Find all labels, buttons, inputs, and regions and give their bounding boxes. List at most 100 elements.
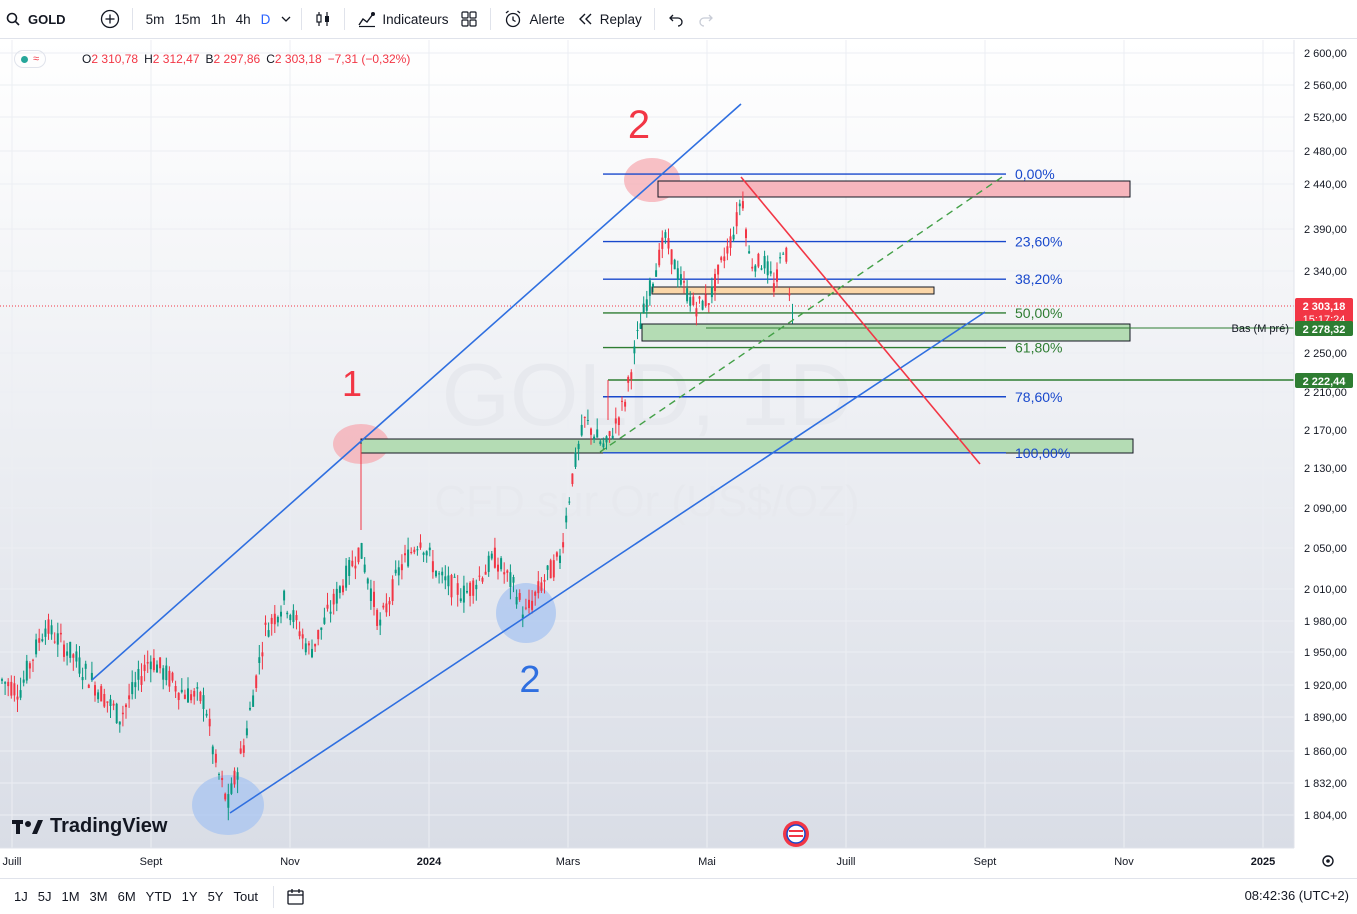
range-ytd[interactable]: YTD	[145, 889, 172, 904]
price-tick-label: 2 250,00	[1304, 348, 1347, 360]
range-1y[interactable]: 1Y	[181, 889, 198, 904]
candle-body	[317, 629, 320, 640]
price-tick-label: 2 340,00	[1304, 266, 1347, 278]
candle-body	[515, 596, 518, 605]
candle-body	[348, 560, 351, 576]
price-tick-label: 2 480,00	[1304, 146, 1347, 158]
clock[interactable]: 08:42:36 (UTC+2)	[1244, 888, 1349, 903]
wave-label-top: 2	[628, 103, 650, 147]
candle-body	[596, 429, 599, 438]
candle-body	[81, 676, 84, 681]
candle-body	[735, 212, 738, 227]
candle-body	[143, 664, 146, 672]
chevron-down-icon[interactable]	[279, 12, 293, 26]
compare-symbol-button[interactable]	[72, 0, 126, 38]
candle-body	[413, 549, 416, 553]
redo-button[interactable]	[691, 0, 721, 38]
candle-body	[249, 707, 251, 710]
candle-body	[137, 669, 140, 680]
price-chart[interactable]: GOLD, 1D CFD sur Or (US$/OZ) 0,00% 23,60%…	[0, 40, 1357, 874]
orange-zone[interactable]	[651, 286, 935, 295]
timeframe-1h[interactable]: 1h	[210, 11, 226, 27]
undo-icon	[668, 14, 683, 27]
candle-body	[174, 685, 177, 692]
candle-body	[97, 692, 100, 700]
candle-body	[208, 718, 211, 727]
gear-icon[interactable]	[1322, 855, 1334, 867]
legend-toggle[interactable]: ≈	[14, 50, 47, 68]
supply-zone[interactable]	[657, 180, 1131, 198]
candle-body	[540, 582, 543, 591]
candle-body	[416, 549, 419, 551]
time-tick-label: Mai	[698, 856, 716, 868]
candle-body	[642, 303, 645, 313]
candle-body	[100, 686, 103, 702]
candle-body	[707, 303, 710, 305]
timeframe-d[interactable]: D	[260, 11, 271, 27]
candle-body	[35, 639, 38, 655]
candle-body	[633, 346, 636, 354]
candle-body	[84, 663, 87, 669]
time-tick-label: Juill	[837, 856, 856, 868]
candle-body	[568, 501, 571, 503]
candle-body	[506, 570, 509, 573]
candle-body	[47, 619, 50, 634]
candle-body	[608, 431, 611, 436]
candle-body	[25, 660, 28, 681]
candle-body	[435, 570, 437, 577]
range-5y[interactable]: 5Y	[207, 889, 224, 904]
divider	[131, 8, 133, 30]
watermark-subtitle: CFD sur Or (US$/OZ)	[434, 477, 859, 526]
layouts-button[interactable]	[454, 0, 484, 38]
channel-upper-line[interactable]	[91, 103, 742, 681]
candle-body	[276, 617, 279, 623]
range-3m[interactable]: 3M	[89, 889, 108, 904]
candle-body	[211, 746, 214, 755]
time-tick-label: Mars	[556, 856, 581, 868]
channel-lower-line[interactable]	[229, 311, 986, 814]
timeframe-5m[interactable]: 5m	[145, 11, 165, 27]
range-5j[interactable]: 5J	[37, 889, 52, 904]
alert-button[interactable]: Alerte	[497, 0, 570, 38]
fibonacci-retracement[interactable]: 0,00% 23,60% 38,20% 50,00% 61,80% 78,60% 100,0…	[603, 166, 1070, 461]
candle-body	[710, 286, 713, 298]
range-1m[interactable]: 1M	[61, 889, 80, 904]
timeframe-4h[interactable]: 4h	[235, 11, 251, 27]
fib-level-label: 61,80%	[1015, 340, 1062, 356]
candle-body	[565, 515, 568, 523]
undo-button[interactable]	[661, 0, 691, 38]
fib-level-label: 100,00%	[1015, 445, 1070, 461]
candle-body	[363, 564, 366, 573]
candle-body	[503, 572, 506, 575]
candle-body	[38, 638, 41, 643]
price-axis[interactable]	[1295, 40, 1357, 848]
candle-body	[726, 246, 729, 254]
tradingview-logo-icon	[12, 819, 43, 834]
range-1j[interactable]: 1J	[14, 889, 28, 904]
range-6m[interactable]: 6M	[117, 889, 136, 904]
time-axis[interactable]	[0, 848, 1357, 874]
candle-body	[373, 591, 375, 607]
chart-type-button[interactable]	[308, 0, 338, 38]
candle-body	[379, 619, 382, 626]
candle-body	[298, 631, 301, 637]
candle-body	[583, 416, 586, 418]
range-all[interactable]: Tout	[233, 889, 259, 904]
dashed-trend-line[interactable]	[599, 174, 1006, 453]
demand-zone-upper[interactable]	[641, 323, 1131, 342]
candle-body	[221, 777, 224, 781]
candle-body	[335, 588, 338, 604]
candle-body	[199, 691, 202, 702]
descending-trend-line[interactable]	[740, 176, 981, 465]
candle-body	[397, 567, 400, 576]
date-range-icon[interactable]	[286, 888, 306, 906]
search-icon	[6, 12, 20, 26]
symbol-search[interactable]: GOLD	[0, 0, 72, 38]
candle-body	[311, 648, 313, 658]
tradingview-logo[interactable]: TradingView	[12, 815, 167, 838]
candle-body	[704, 294, 707, 307]
candle-body	[528, 599, 530, 609]
replay-button[interactable]: Replay	[571, 0, 648, 38]
indicators-button[interactable]: Indicateurs	[351, 0, 454, 38]
timeframe-15m[interactable]: 15m	[174, 11, 201, 27]
